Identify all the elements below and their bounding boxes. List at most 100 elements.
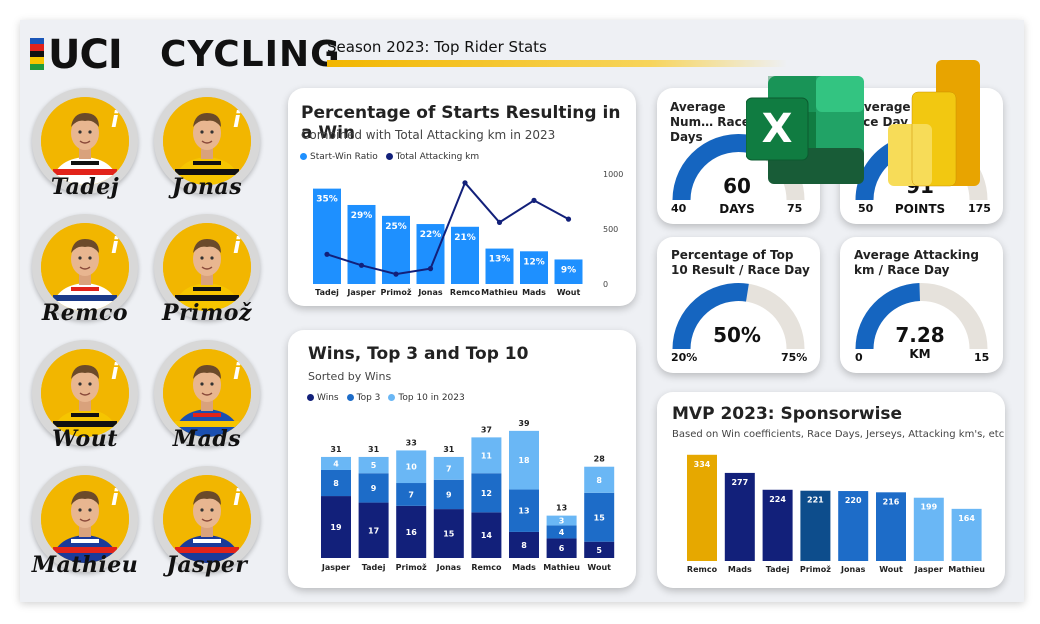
bar [451, 226, 479, 284]
mvp-chart: 334 Remco 277 Mads 224 Tadej 221 Primož 220 Jonas… [687, 454, 985, 574]
bar [520, 251, 548, 284]
data-label: 277 [731, 478, 748, 487]
x-tick-label: Jasper [346, 288, 375, 297]
bar-segment [584, 492, 615, 542]
avatar: i [163, 349, 251, 437]
bar [838, 491, 869, 561]
card-subtitle: Combined with Total Attacking km in 2023 [301, 128, 556, 142]
x-tick-label: Jonas [840, 565, 866, 574]
data-label: 5 [596, 546, 602, 555]
x-tick-label: Wout [879, 565, 903, 574]
x-tick-label: Mathieu [481, 288, 518, 297]
x-tick-label: Remco [687, 565, 718, 574]
x-tick-label: Primož [800, 565, 831, 574]
avatar: i [163, 475, 251, 563]
rider-card[interactable]: i Mads [152, 340, 262, 465]
bar-segment [546, 515, 577, 526]
data-label: 7 [446, 464, 452, 473]
gauge-title: Average Num… Race Days [670, 100, 750, 144]
data-label: 21% [454, 233, 476, 243]
bar-segment [546, 538, 577, 558]
rider-card[interactable]: i Tadej [30, 88, 140, 213]
data-label: 5 [371, 461, 377, 470]
rider-name: Jasper [166, 552, 248, 578]
bar-segment [358, 502, 389, 558]
win-ratio-chart: 35% Tadej 29% Jasper 25% Primož 22% Jonas 21% Rem… [313, 170, 623, 297]
gauge-min: 20% [671, 351, 698, 364]
rider-card[interactable]: i Primož [152, 214, 262, 339]
rider-card[interactable]: i Remco [30, 214, 140, 339]
series-line [326, 180, 569, 276]
gauge-card-race-days: Average Num… Race Days 60 DAYS 40 75 [657, 88, 820, 224]
svg-text:i: i [111, 234, 119, 259]
bar [313, 188, 341, 284]
data-label: 16 [406, 528, 418, 537]
x-tick-label: Tadej [315, 288, 339, 297]
x-tick-label: Remco [450, 288, 481, 297]
rider-card[interactable]: i Mathieu [30, 466, 140, 591]
data-label: 9% [561, 265, 576, 275]
rider-portrait-icon: i [41, 223, 129, 311]
rider-portrait-icon: i [163, 223, 251, 311]
data-label: 12% [523, 257, 545, 267]
bar [876, 492, 906, 561]
card-wins-top: Wins, Top 3 and Top 10 Sorted by Wins Wi… [288, 330, 636, 588]
total-label: 39 [518, 419, 530, 428]
data-label: 9 [371, 484, 377, 493]
svg-text:i: i [111, 108, 119, 133]
data-label: 8 [333, 479, 339, 488]
gauge-top10 [672, 283, 805, 349]
x-tick-label: Wout [557, 288, 581, 297]
data-label: 220 [845, 496, 862, 505]
data-label: 13 [518, 507, 529, 516]
rider-card[interactable]: i Jasper [152, 466, 262, 591]
bar-segment [433, 456, 464, 480]
rider-portrait-icon: i [41, 349, 129, 437]
rider-name: Mathieu [31, 552, 139, 578]
data-label: 8 [596, 476, 602, 485]
gauge-unit: POINTS [894, 202, 946, 216]
gauge-title: Average Attacking km / Race Day [854, 248, 979, 277]
gauge-card-attacking-km: Average Attacking km / Race Day 7.28 KM … [840, 237, 1003, 373]
data-label: 12 [481, 489, 492, 498]
data-label: 15 [443, 530, 455, 539]
card-subtitle: Based on Win coefficients, Race Days, Je… [672, 429, 1005, 440]
data-label: 224 [769, 495, 786, 504]
bar-segment [546, 525, 577, 539]
avatar: i [41, 349, 129, 437]
total-label: 33 [406, 438, 417, 447]
y2-tick-label: 0 [603, 280, 608, 289]
legend-item: Start-Win Ratio [300, 152, 378, 162]
bar-segment [433, 509, 464, 558]
bar-segment [584, 541, 615, 558]
data-label: 7 [408, 490, 414, 499]
card-title: Percentage of Starts Resulting in a Win [301, 103, 621, 143]
data-label: 29% [351, 211, 373, 221]
bar-segment [358, 456, 389, 474]
chart-legend: Start-Win Ratio Total Attacking km [300, 152, 479, 162]
bar-segment [433, 479, 464, 510]
bar-segment [509, 430, 539, 490]
line-point [324, 251, 330, 257]
rider-portrait-icon: i [163, 97, 251, 185]
cycling-logo: CYCLING [160, 34, 341, 75]
rider-card[interactable]: i Jonas [152, 88, 262, 213]
rider-card[interactable]: i Wout [30, 340, 140, 465]
gauge-min: 40 [671, 202, 687, 215]
data-label: 9 [446, 490, 452, 499]
bar-segment [321, 456, 351, 470]
gauge-value: 60 [723, 174, 751, 198]
rider-name: Wout [52, 426, 118, 452]
bar-segment [396, 483, 427, 506]
gauge-title: Percentage of Top 10 Result / Race Day [671, 248, 810, 277]
gauge-unit: KM [909, 347, 931, 361]
x-tick-label: Jonas [436, 563, 462, 572]
x-tick-label: Primož [396, 563, 427, 572]
x-tick-label: Tadej [766, 565, 790, 574]
bar-segment [321, 469, 351, 497]
gauge-card-top10: Percentage of Top 10 Result / Race Day 5… [657, 237, 820, 373]
data-label: 4 [559, 528, 565, 537]
x-tick-label: Jasper [321, 563, 350, 572]
legend-item: Top 10 in 2023 [388, 393, 465, 403]
avatar: i [163, 97, 251, 185]
